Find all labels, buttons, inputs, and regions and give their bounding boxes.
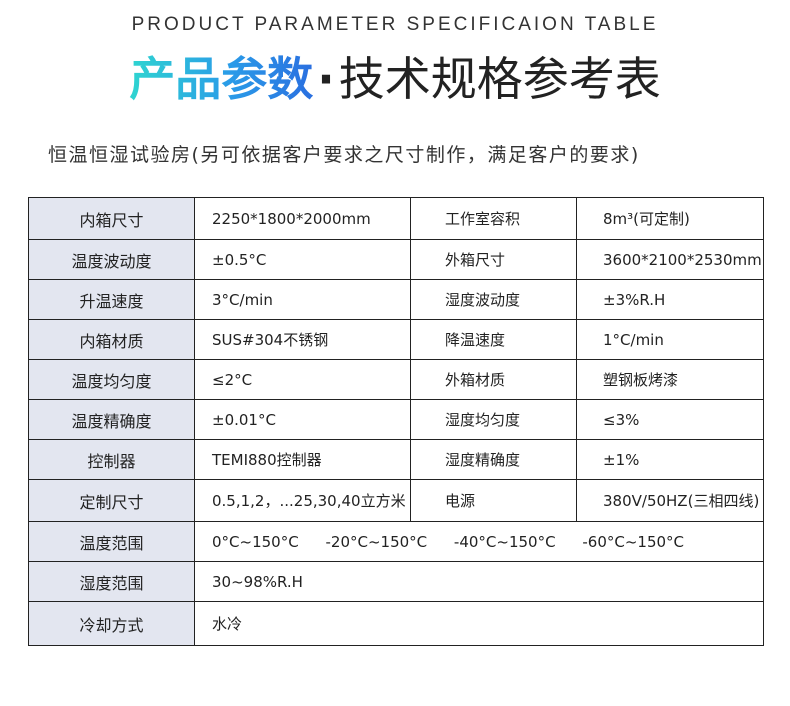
param-label: 升温速度: [28, 279, 195, 320]
param-label: 湿度波动度: [410, 279, 577, 320]
table-row: 内箱尺寸 2250*1800*2000mm 工作室容积 8m³(可定制): [28, 197, 764, 240]
param-label: 温度范围: [28, 521, 195, 562]
param-label: 外箱尺寸: [410, 239, 577, 280]
param-label: 温度均匀度: [28, 359, 195, 400]
table-row: 湿度范围 30~98%R.H: [28, 561, 764, 602]
param-value: ±0.5°C: [194, 239, 411, 280]
table-row: 冷却方式 水冷: [28, 601, 764, 646]
param-value: ≤3%: [576, 399, 764, 440]
temp-range-option: -40°C~150°C: [453, 532, 556, 551]
param-value: 8m³(可定制): [576, 197, 764, 240]
param-label: 内箱尺寸: [28, 197, 195, 240]
param-value: TEMI880控制器: [194, 439, 411, 480]
spec-table: 内箱尺寸 2250*1800*2000mm 工作室容积 8m³(可定制) 温度波…: [28, 197, 764, 646]
param-label: 降温速度: [410, 319, 577, 360]
english-heading: PRODUCT PARAMETER SPECIFICAION TABLE: [131, 14, 659, 35]
param-value: 0.5,1,2，...25,30,40立方米: [194, 479, 411, 522]
param-label: 外箱材质: [410, 359, 577, 400]
subtitle: 恒温恒湿试验房(另可依据客户要求之尺寸制作，满足客户的要求): [48, 144, 640, 166]
param-value: 塑钢板烤漆: [576, 359, 764, 400]
temp-range-option: -20°C~150°C: [325, 532, 428, 551]
param-value: 3600*2100*2530mm: [576, 239, 764, 280]
param-label: 内箱材质: [28, 319, 195, 360]
param-label: 电源: [410, 479, 577, 522]
param-value: 380V/50HZ(三相四线): [576, 479, 764, 522]
title-highlight: 产品参数: [129, 52, 314, 106]
param-label: 控制器: [28, 439, 195, 480]
param-value: ±0.01°C: [194, 399, 411, 440]
param-value: ±3%R.H: [576, 279, 764, 320]
title-separator: ·: [317, 52, 335, 106]
page-title: 产品参数·技术规格参考表: [0, 44, 790, 114]
table-row: 控制器 TEMI880控制器 湿度精确度 ±1%: [28, 439, 764, 480]
param-value: ≤2°C: [194, 359, 411, 400]
param-value: 3°C/min: [194, 279, 411, 320]
param-label: 湿度范围: [28, 561, 195, 602]
table-row: 内箱材质 SUS#304不锈钢 降温速度 1°C/min: [28, 319, 764, 360]
param-label: 温度精确度: [28, 399, 195, 440]
param-label: 工作室容积: [410, 197, 577, 240]
param-value: ±1%: [576, 439, 764, 480]
param-value: 1°C/min: [576, 319, 764, 360]
temp-range-values: 0°C~150°C -20°C~150°C -40°C~150°C -60°C~…: [194, 521, 764, 562]
param-label: 温度波动度: [28, 239, 195, 280]
param-label: 定制尺寸: [28, 479, 195, 522]
param-label: 湿度精确度: [410, 439, 577, 480]
table-row: 温度均匀度 ≤2°C 外箱材质 塑钢板烤漆: [28, 359, 764, 400]
table-row: 温度波动度 ±0.5°C 外箱尺寸 3600*2100*2530mm: [28, 239, 764, 280]
temp-range-option: -60°C~150°C: [582, 532, 685, 551]
param-value: 2250*1800*2000mm: [194, 197, 411, 240]
title-rest: 技术规格参考表: [338, 52, 661, 106]
table-row: 定制尺寸 0.5,1,2，...25,30,40立方米 电源 380V/50HZ…: [28, 479, 764, 522]
table-row: 温度范围 0°C~150°C -20°C~150°C -40°C~150°C -…: [28, 521, 764, 562]
table-row: 温度精确度 ±0.01°C 湿度均匀度 ≤3%: [28, 399, 764, 440]
param-value: SUS#304不锈钢: [194, 319, 411, 360]
param-label: 湿度均匀度: [410, 399, 577, 440]
temp-range-option: 0°C~150°C: [212, 532, 299, 551]
table-row: 升温速度 3°C/min 湿度波动度 ±3%R.H: [28, 279, 764, 320]
param-value: 水冷: [194, 601, 764, 646]
param-label: 冷却方式: [28, 601, 195, 646]
param-value: 30~98%R.H: [194, 561, 764, 602]
